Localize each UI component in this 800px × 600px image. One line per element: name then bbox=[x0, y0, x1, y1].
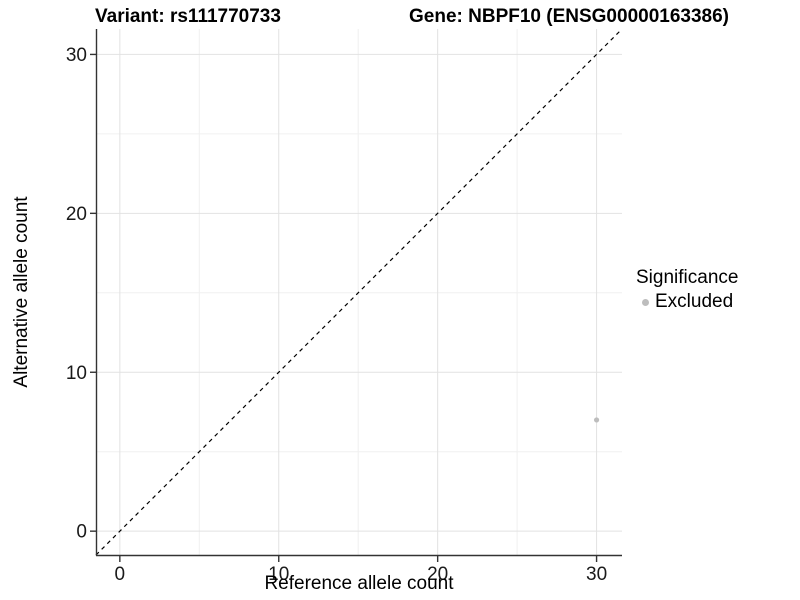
legend: Significance Excluded bbox=[636, 267, 738, 313]
y-tick-label: 0 bbox=[76, 522, 87, 543]
y-tick-label: 20 bbox=[66, 204, 87, 225]
x-tick-label: 10 bbox=[268, 564, 289, 585]
data-point bbox=[593, 417, 600, 423]
plot-title-gene: Gene: NBPF10 (ENSG00000163386) bbox=[409, 6, 729, 27]
y-tick-label: 30 bbox=[66, 45, 87, 66]
y-tick-label: 10 bbox=[66, 363, 87, 384]
legend-title: Significance bbox=[636, 267, 739, 288]
y-axis-title: Alternative allele count bbox=[11, 196, 32, 388]
identity-line bbox=[95, 28, 623, 556]
legend-key-dot bbox=[642, 298, 649, 306]
legend-item-label: Excluded bbox=[655, 291, 734, 312]
x-axis-title: Reference allele count bbox=[264, 573, 454, 594]
x-tick-label: 0 bbox=[115, 564, 126, 585]
x-tick-label: 30 bbox=[586, 564, 607, 585]
x-tick-label: 20 bbox=[427, 564, 448, 585]
legend-item-excluded: Excluded bbox=[636, 291, 738, 313]
plot-title-variant: Variant: rs111770733 bbox=[95, 6, 281, 27]
